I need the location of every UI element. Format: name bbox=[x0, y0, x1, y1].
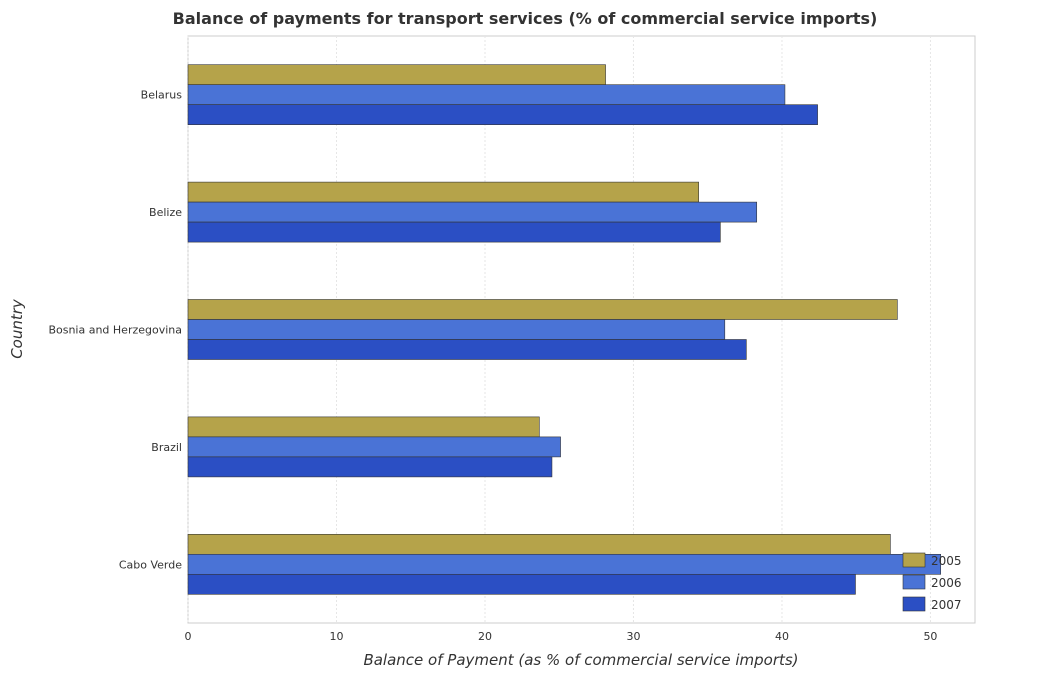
y-tick-label: Bosnia and Herzegovina bbox=[48, 324, 182, 337]
y-axis-label: Country bbox=[8, 298, 26, 359]
bar bbox=[187, 64, 606, 85]
bar bbox=[187, 456, 553, 478]
legend-swatch bbox=[902, 596, 926, 612]
bar bbox=[187, 104, 818, 125]
bar bbox=[187, 201, 758, 223]
bar bbox=[187, 553, 941, 575]
legend-swatch bbox=[902, 574, 926, 590]
bar bbox=[187, 221, 721, 243]
legend-label: 2005 bbox=[931, 554, 962, 568]
legend: 2005 2006 2007 bbox=[902, 552, 962, 612]
bar bbox=[187, 533, 891, 555]
grid bbox=[187, 36, 931, 623]
x-axis-label: Balance of Payment (as % of commercial s… bbox=[363, 651, 798, 669]
y-tick-label: Belize bbox=[149, 206, 182, 219]
x-tick-label: 0 bbox=[185, 630, 192, 643]
x-tick-label: 20 bbox=[478, 630, 492, 643]
bar bbox=[187, 299, 898, 320]
bar bbox=[187, 84, 786, 105]
chart-title: Balance of payments for transport servic… bbox=[173, 9, 878, 28]
x-tick-label: 40 bbox=[775, 630, 789, 643]
y-tick-label: Cabo Verde bbox=[119, 558, 182, 571]
bar bbox=[187, 181, 699, 203]
bar bbox=[187, 573, 856, 595]
legend-swatch bbox=[902, 552, 926, 568]
legend-label: 2006 bbox=[931, 576, 962, 590]
x-tick-label: 50 bbox=[923, 630, 937, 643]
y-tick-label: Belarus bbox=[141, 89, 183, 102]
bar bbox=[187, 436, 561, 458]
legend-label: 2007 bbox=[931, 598, 962, 612]
x-tick-label: 30 bbox=[626, 630, 640, 643]
bar bbox=[187, 319, 726, 340]
x-tick-label: 10 bbox=[329, 630, 343, 643]
bar bbox=[187, 339, 747, 360]
y-ticks: Belarus Belize Bosnia and Herzegovina Brazi… bbox=[48, 89, 182, 572]
x-ticks: 0 10 20 30 40 50 bbox=[185, 630, 938, 643]
bar bbox=[187, 416, 540, 438]
bars bbox=[187, 64, 941, 595]
y-tick-label: Brazil bbox=[151, 441, 182, 454]
